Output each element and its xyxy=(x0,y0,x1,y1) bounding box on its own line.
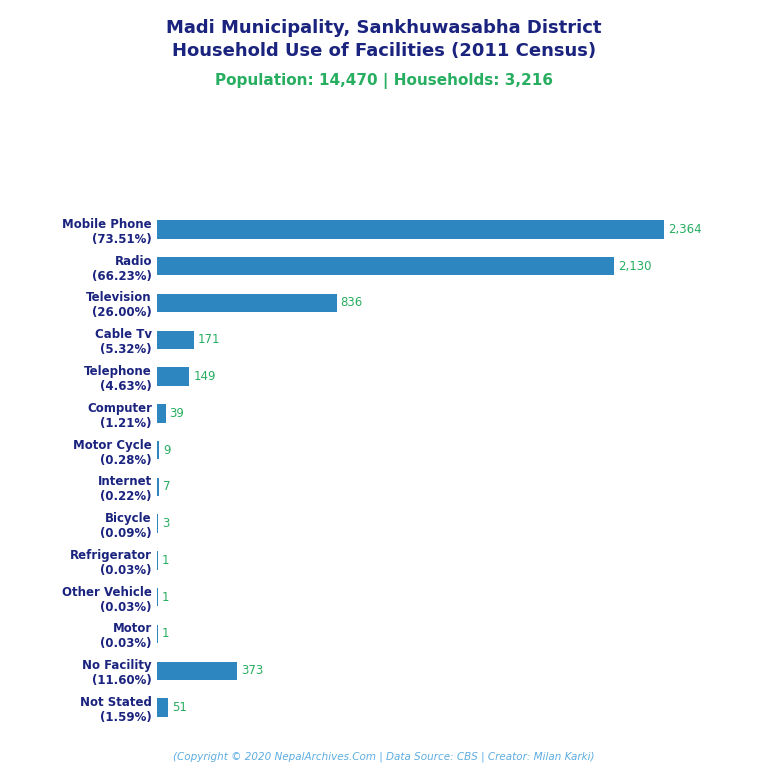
Bar xyxy=(157,257,614,276)
Text: 51: 51 xyxy=(172,701,187,714)
Text: 3: 3 xyxy=(162,517,169,530)
Bar xyxy=(157,698,168,717)
Text: Household Use of Facilities (2011 Census): Household Use of Facilities (2011 Census… xyxy=(172,42,596,60)
Text: 7: 7 xyxy=(163,480,170,493)
Text: Population: 14,470 | Households: 3,216: Population: 14,470 | Households: 3,216 xyxy=(215,73,553,89)
Bar xyxy=(157,478,159,496)
Text: 1: 1 xyxy=(161,554,169,567)
Bar xyxy=(157,294,336,312)
Text: 836: 836 xyxy=(340,296,362,310)
Text: 2,130: 2,130 xyxy=(618,260,651,273)
Bar xyxy=(157,441,160,459)
Text: 373: 373 xyxy=(241,664,263,677)
Bar xyxy=(157,404,166,422)
Text: 1: 1 xyxy=(161,627,169,641)
Text: 9: 9 xyxy=(164,444,170,457)
Text: (Copyright © 2020 NepalArchives.Com | Data Source: CBS | Creator: Milan Karki): (Copyright © 2020 NepalArchives.Com | Da… xyxy=(174,751,594,762)
Bar xyxy=(157,330,194,349)
Text: 2,364: 2,364 xyxy=(668,223,702,236)
Text: Madi Municipality, Sankhuwasabha District: Madi Municipality, Sankhuwasabha Distric… xyxy=(166,19,602,37)
Text: 171: 171 xyxy=(198,333,220,346)
Text: 39: 39 xyxy=(170,407,184,420)
Bar xyxy=(157,367,190,386)
Text: 149: 149 xyxy=(194,370,216,383)
Bar xyxy=(157,661,237,680)
Text: 1: 1 xyxy=(161,591,169,604)
Bar xyxy=(157,220,664,239)
